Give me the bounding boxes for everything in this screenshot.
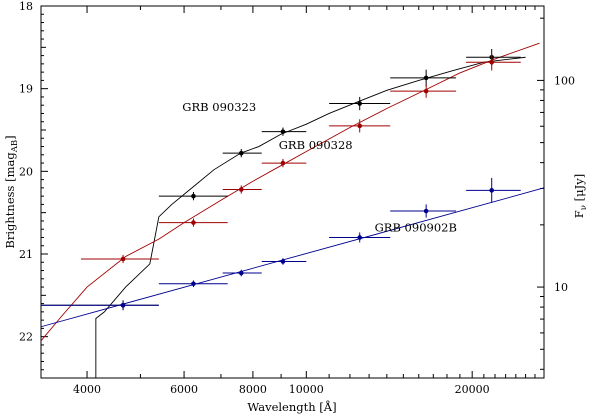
x-tick-label: 6000 (170, 383, 198, 396)
y2-axis-title-subscript: ν (579, 205, 589, 210)
data-point (120, 302, 126, 308)
series-annotation: GRB 090328 (279, 138, 353, 152)
data-point (280, 259, 286, 264)
y-axis-title-close: ] (3, 135, 17, 140)
series-annotations: GRB 090323 GRB 090328 GRB 090902B (182, 100, 457, 235)
model-curve (40, 42, 540, 342)
data-point (238, 187, 244, 192)
data-point (489, 59, 495, 65)
data-point (280, 160, 286, 166)
y-tick-label: 21 (19, 248, 33, 261)
data-point (280, 129, 286, 134)
data-point (489, 188, 495, 193)
data-points (41, 48, 521, 311)
data-point (357, 235, 363, 240)
x-tick-label: 4000 (73, 383, 101, 396)
y2-tick-label: 100 (554, 74, 575, 87)
y-tick-label: 18 (19, 0, 33, 13)
x-tick-label: 10000 (289, 383, 324, 396)
data-point (423, 75, 429, 81)
y-axis-title: Brightness [magAB] (3, 135, 20, 248)
data-point (191, 281, 196, 287)
data-point (238, 150, 244, 156)
data-point (357, 123, 363, 129)
x-tick-label: 20000 (455, 383, 490, 396)
model-curves (40, 42, 545, 378)
y-axis-title-subscript: AB (10, 140, 20, 153)
axis-ticks: 4000 6000 8000 10000 20000 18 19 20 21 22 100 10 (19, 0, 575, 396)
data-point (120, 256, 126, 262)
y2-tick-label: 10 (554, 281, 568, 294)
x-axis-title: Wavelength [Å] (247, 400, 336, 414)
y-tick-label: 19 (19, 83, 33, 96)
data-point (191, 193, 196, 199)
y2-axis-title: Fν [μJy] (572, 174, 589, 218)
y-tick-label: 22 (19, 331, 33, 344)
y-tick-label: 20 (19, 165, 33, 178)
data-point (191, 220, 196, 225)
plot-frame (40, 5, 545, 379)
data-point (423, 88, 429, 94)
data-point (357, 101, 363, 106)
series-annotation: GRB 090323 (182, 100, 256, 114)
data-point (423, 208, 429, 214)
y2-axis-title-unit: [μJy] (572, 174, 586, 205)
model-curve (95, 56, 526, 378)
data-point (238, 270, 244, 276)
y2-axis-title-main: F (572, 210, 586, 218)
model-curve (40, 187, 545, 328)
series-annotation: GRB 090902B (375, 221, 457, 235)
x-tick-label: 8000 (239, 383, 267, 396)
y-axis-title-main: Brightness [mag (3, 152, 17, 249)
